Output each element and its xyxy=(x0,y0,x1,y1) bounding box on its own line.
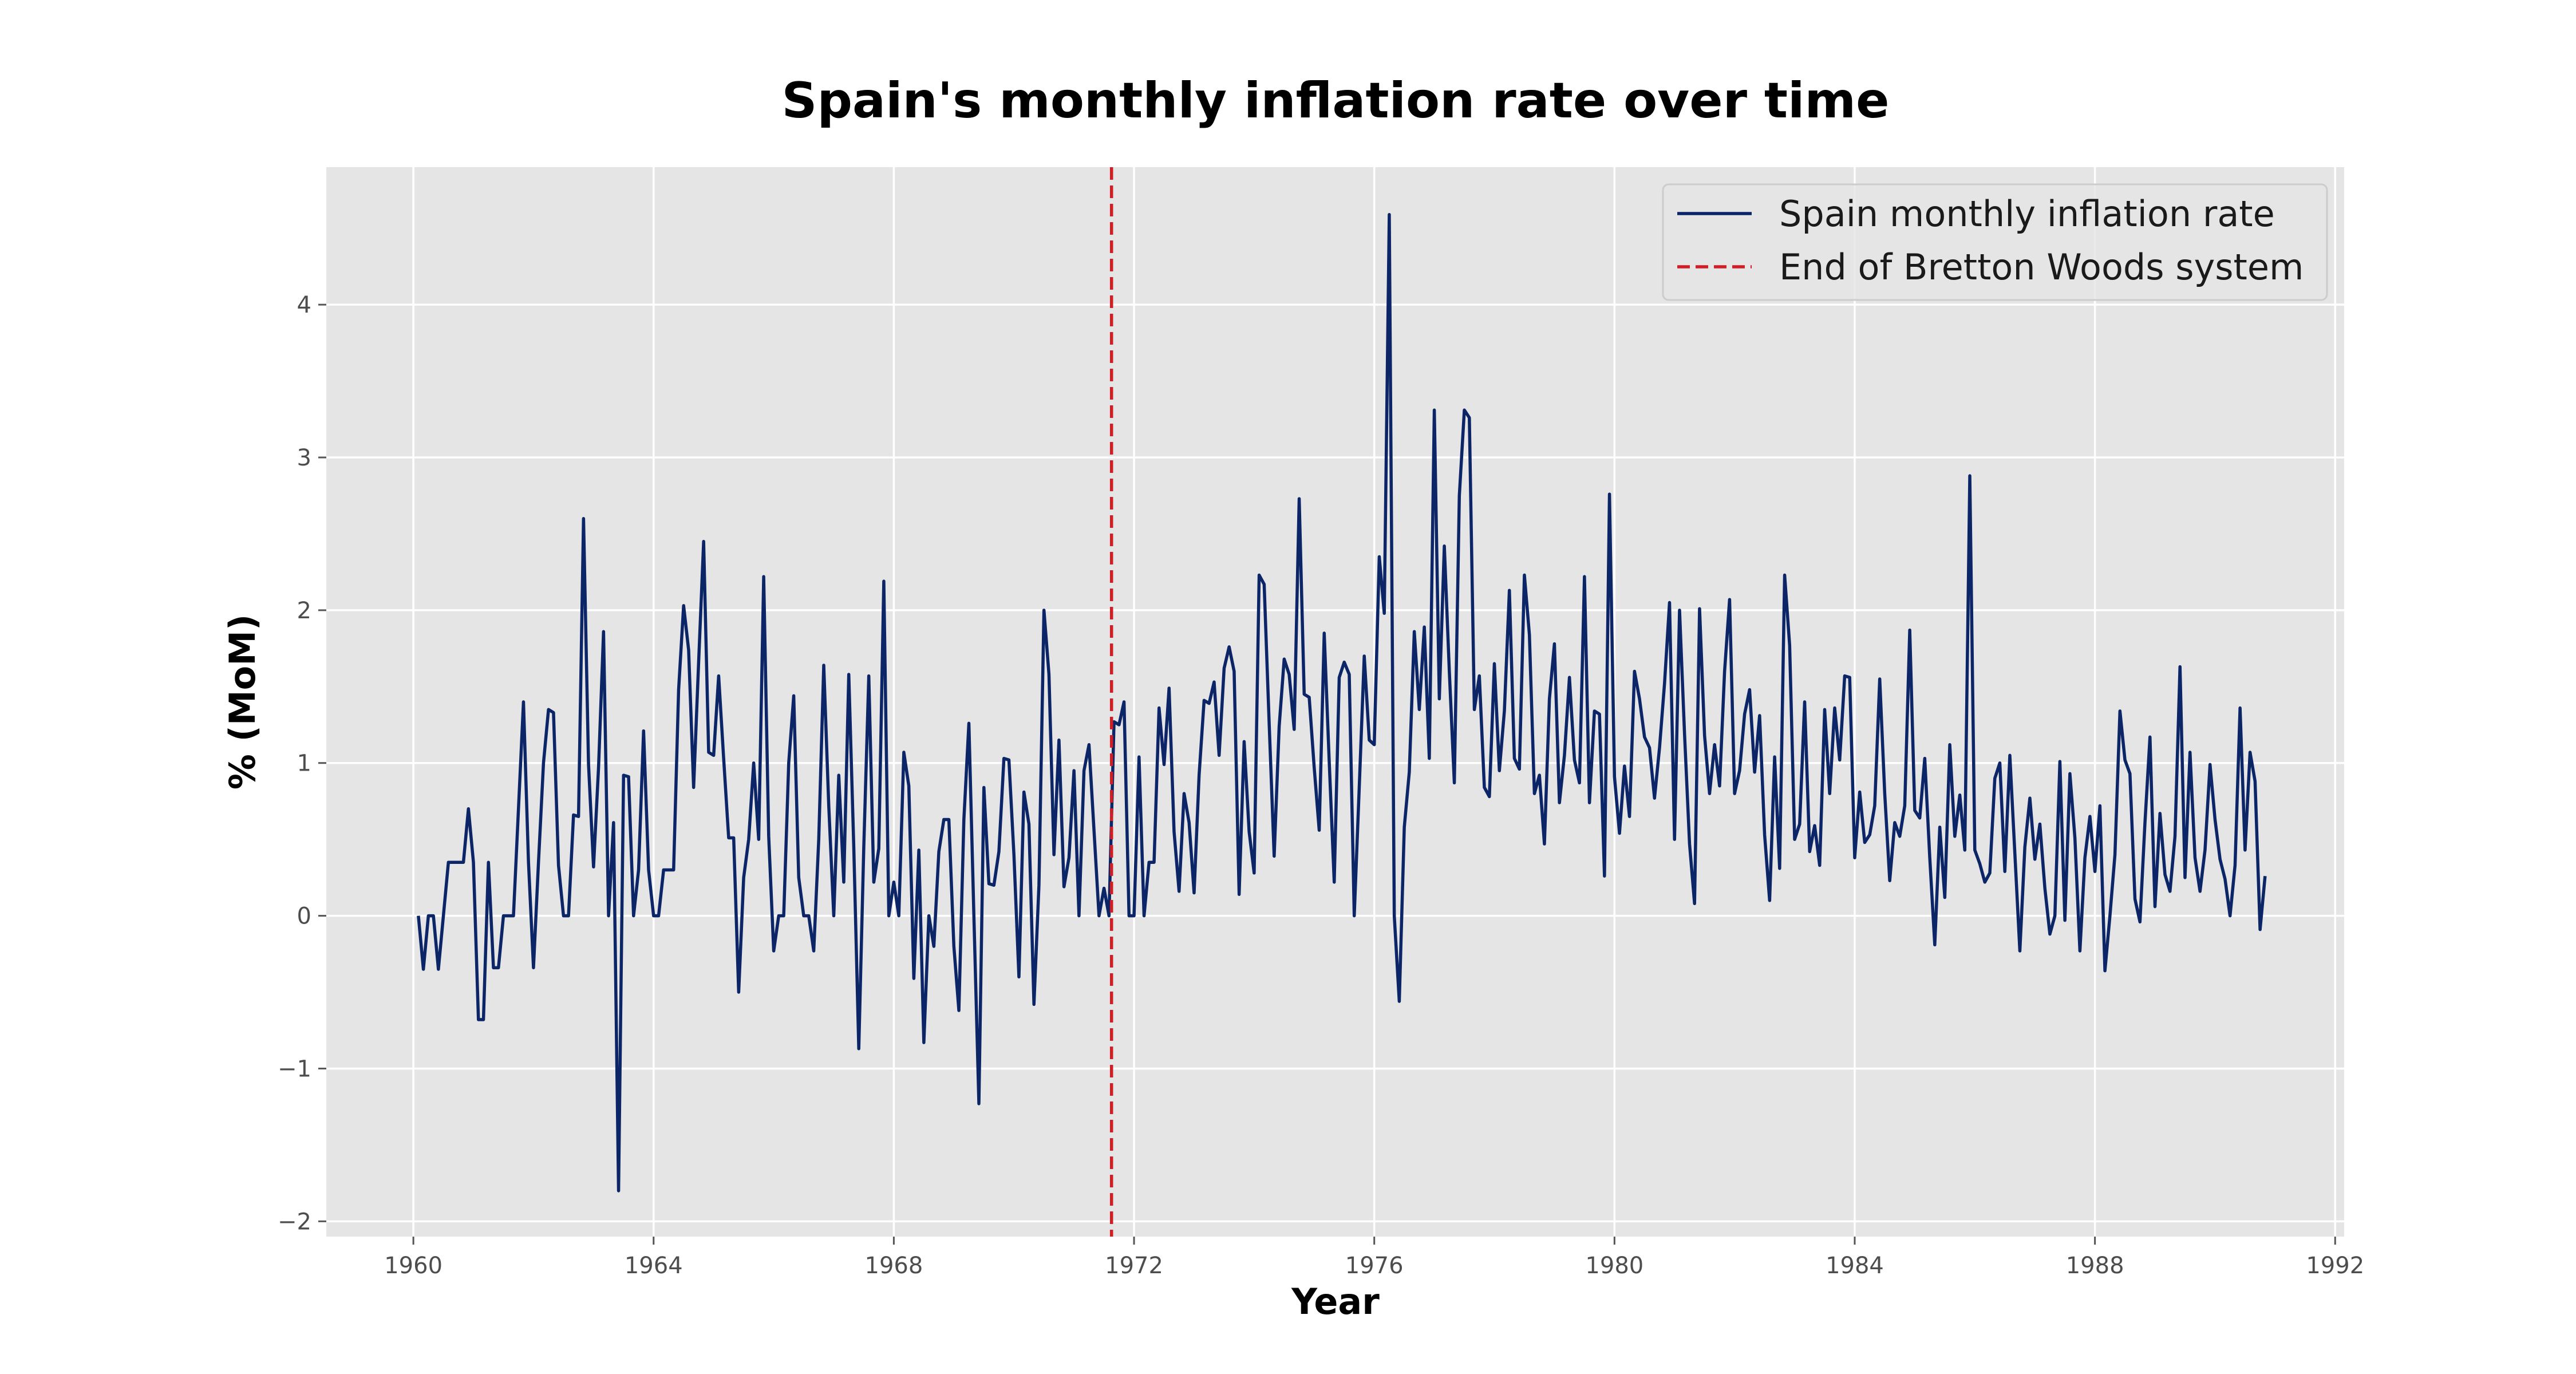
x-tick-label: 1984 xyxy=(1826,1253,1884,1279)
chart-title: Spain's monthly inflation rate over time xyxy=(782,72,1890,129)
y-tick-label: 2 xyxy=(297,598,311,624)
x-tick-label: 1964 xyxy=(625,1253,683,1279)
legend-box xyxy=(1662,183,2328,301)
x-tick-label: 1988 xyxy=(2066,1253,2124,1279)
y-tick-label: 0 xyxy=(297,903,311,930)
x-tick-label: 1976 xyxy=(1345,1253,1404,1279)
legend: Spain monthly inflation rate End of Bret… xyxy=(1662,183,2328,301)
x-tick-label: 1968 xyxy=(865,1253,923,1279)
legend-label-inflation: Spain monthly inflation rate xyxy=(1779,193,2275,235)
y-axis-label: % (MoM) xyxy=(222,614,263,789)
x-tick-label: 1980 xyxy=(1585,1253,1643,1279)
series-line-inflation xyxy=(417,212,2267,1193)
x-axis-label: Year xyxy=(1291,1281,1380,1322)
y-tick-label: 3 xyxy=(297,445,311,471)
x-tick-label: 1972 xyxy=(1105,1253,1163,1279)
series-layer xyxy=(417,167,2267,1237)
grid-lines xyxy=(326,167,2344,1237)
plot-area xyxy=(326,167,2344,1237)
y-tick-label: −1 xyxy=(278,1056,311,1082)
y-axis-ticks: −2 −1 0 1 2 3 4 xyxy=(278,292,326,1235)
legend-label-bretton-woods: End of Bretton Woods system xyxy=(1779,246,2304,288)
y-tick-label: 1 xyxy=(297,751,311,777)
x-tick-label: 1992 xyxy=(2306,1253,2364,1279)
y-tick-label: −2 xyxy=(278,1209,311,1235)
y-tick-label: 4 xyxy=(297,292,311,318)
x-axis-ticks: 1960 1964 1968 1972 1976 1980 1984 1988 1992 xyxy=(384,1237,2364,1279)
x-tick-label: 1960 xyxy=(384,1253,442,1279)
